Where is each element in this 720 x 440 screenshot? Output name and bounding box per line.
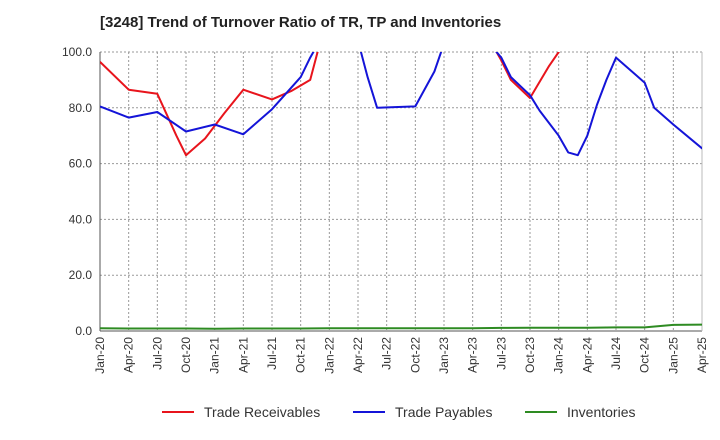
legend-item-trade-receivables: Trade Receivables (162, 404, 320, 420)
x-tick-label: Apr-22 (351, 337, 365, 373)
legend-label-trade-payables: Trade Payables (395, 404, 493, 420)
x-tick-label: Apr-21 (236, 337, 250, 373)
x-tick-label: Oct-20 (179, 337, 193, 373)
x-tick-label: Jul-23 (494, 337, 508, 370)
x-tick-label: Jul-24 (609, 337, 623, 370)
y-tick-label: 80.0 (69, 101, 93, 115)
legend: Trade Receivables Trade Payables Invento… (0, 404, 720, 426)
x-tick-label: Jan-25 (666, 337, 680, 374)
x-tick-label: Oct-22 (408, 337, 422, 373)
x-tick-label: Jan-24 (552, 337, 566, 374)
x-tick-label: Jul-21 (265, 337, 279, 370)
series-group (100, 52, 702, 330)
series-line-trade-receivables (100, 52, 561, 157)
y-tick-label: 100.0 (62, 45, 92, 59)
y-tick-label: 60.0 (69, 157, 93, 171)
legend-label-inventories: Inventories (567, 404, 636, 420)
legend-label-trade-receivables: Trade Receivables (204, 404, 321, 420)
x-tick-label: Jan-23 (437, 337, 451, 374)
legend-swatch-trade-receivables (162, 411, 194, 413)
x-tick-label: Jan-22 (322, 337, 336, 374)
y-tick-label: 40.0 (69, 212, 93, 226)
legend-item-trade-payables: Trade Payables (353, 404, 493, 420)
x-tick-label: Jan-21 (208, 337, 222, 374)
series-line-trade-payables (100, 52, 702, 157)
legend-item-inventories: Inventories (525, 404, 635, 420)
x-tick-label: Apr-20 (122, 337, 136, 373)
x-tick-label: Oct-21 (294, 337, 308, 373)
x-tick-label: Apr-24 (580, 337, 594, 373)
x-tick-label: Apr-23 (466, 337, 480, 373)
x-tick-label: Apr-25 (695, 337, 709, 373)
x-tick-label: Oct-23 (523, 337, 537, 373)
x-tick-label: Jul-22 (380, 337, 394, 370)
legend-swatch-inventories (525, 411, 557, 413)
y-tick-label: 20.0 (69, 268, 93, 282)
x-tick-label: Jan-20 (93, 337, 107, 374)
legend-swatch-trade-payables (353, 411, 385, 413)
series-line-inventories (100, 323, 702, 330)
chart-title: [3248] Trend of Turnover Ratio of TR, TP… (100, 14, 502, 31)
x-tick-label: Oct-24 (638, 337, 652, 373)
x-tick-label: Jul-20 (150, 337, 164, 370)
y-tick-label: 0.0 (75, 324, 92, 338)
